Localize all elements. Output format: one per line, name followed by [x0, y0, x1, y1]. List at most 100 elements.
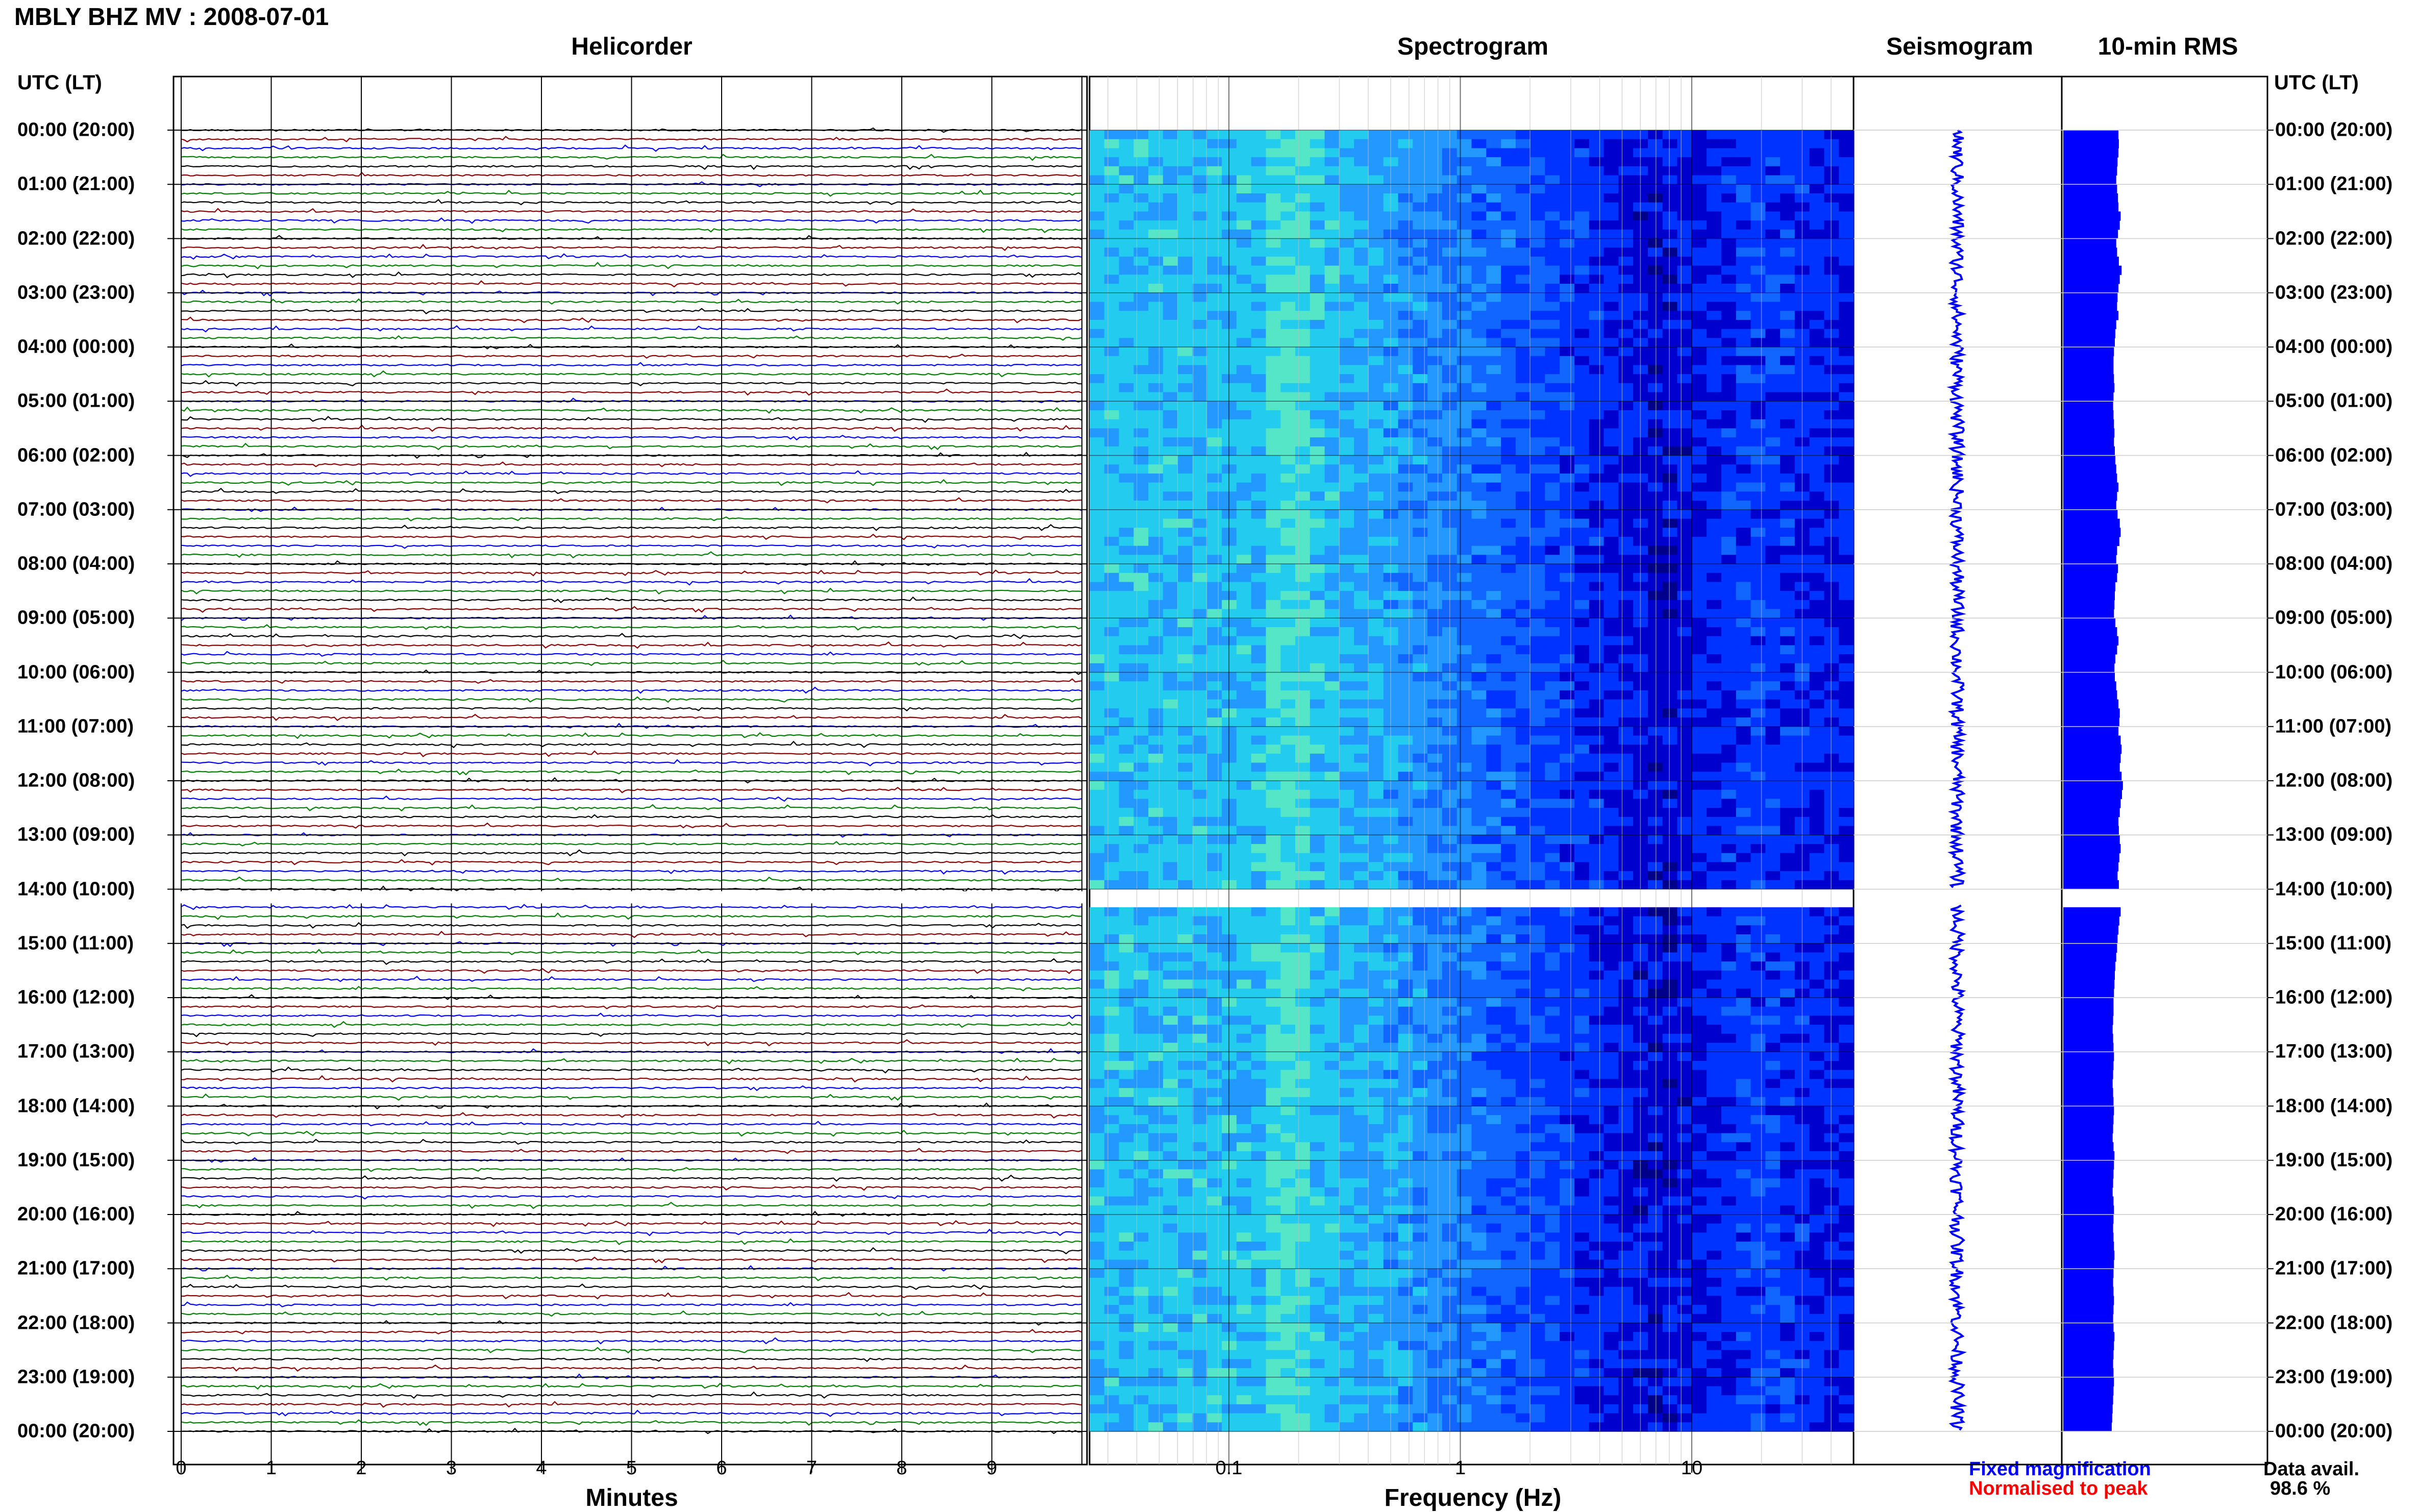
spectrogram-cell [1280, 609, 1296, 618]
spectrogram-cell [1545, 401, 1560, 411]
spectrogram-cell [1266, 816, 1281, 827]
spectrogram-cell [1207, 302, 1222, 311]
spectrogram-cell [1603, 338, 1619, 348]
spectrogram-cell [1471, 582, 1487, 591]
spectrogram-cell [1574, 816, 1590, 827]
spectrogram-cell [1765, 419, 1781, 429]
spectrogram-cell [1839, 130, 1854, 140]
spectrogram-cell [1398, 690, 1413, 700]
spectrogram-cell [1486, 835, 1501, 845]
spectrogram-cell [1119, 835, 1134, 845]
spectrogram-cell [1515, 672, 1531, 682]
spectrogram-cell [1310, 880, 1325, 890]
spectrogram-cell [1339, 907, 1354, 917]
spectrogram-cell [1662, 735, 1678, 745]
spectrogram-cell [1560, 528, 1575, 537]
spectrogram-cell [1119, 862, 1134, 872]
spectrogram-cell [1574, 835, 1590, 845]
spectrogram-cell [1707, 681, 1722, 691]
spectrogram-cell [1295, 319, 1311, 330]
spectrogram-cell [1574, 265, 1590, 275]
spectrogram-cell [1398, 410, 1413, 420]
spectrogram-cell [1104, 311, 1120, 320]
spectrogram-cell [1090, 699, 1105, 709]
spectrogram-cell [1280, 925, 1296, 935]
spectrogram-cell [1736, 455, 1751, 465]
spectrogram-cell [1119, 645, 1134, 655]
spectrogram-cell [1163, 130, 1178, 140]
spectrogram-cell [1471, 473, 1487, 483]
spectrogram-cell [1677, 347, 1692, 357]
spectrogram-cell [1192, 862, 1207, 872]
spectrogram-cell [1251, 428, 1267, 438]
spectrogram-cell [1369, 202, 1384, 212]
spectrogram-cell [1280, 401, 1296, 411]
spectrogram-cell [1721, 816, 1737, 827]
spectrogram-cell [1545, 347, 1560, 357]
spectrogram-cell [1280, 446, 1296, 456]
spectrogram-cell [1354, 808, 1369, 817]
spectrogram-cell [1574, 528, 1590, 537]
spectrogram-cell [1515, 808, 1531, 817]
spectrogram-cell [1809, 925, 1824, 935]
spectrogram-cell [1280, 907, 1296, 917]
spectrogram-cell [1648, 952, 1663, 962]
spectrogram-cell [1574, 907, 1590, 917]
spectrogram-cell [1603, 564, 1619, 574]
spectrogram-cell [1192, 925, 1207, 935]
spectrogram-cell [1574, 853, 1590, 862]
spectrogram-cell [1324, 717, 1340, 727]
spectrogram-cell [1765, 564, 1781, 574]
spectrogram-cell [1119, 292, 1134, 303]
spectrogram-cell [1427, 265, 1443, 275]
spectrogram-cell [1266, 482, 1281, 492]
spectrogram-cell [1839, 853, 1854, 862]
spectrogram-cell [1765, 482, 1781, 492]
spectrogram-cell [1648, 609, 1663, 618]
spectrogram-cell [1824, 690, 1839, 700]
spectrogram-cell [1662, 636, 1678, 646]
spectrogram-cell [1119, 546, 1134, 555]
spectrogram-cell [1310, 238, 1325, 248]
spectrogram-cell [1515, 627, 1531, 637]
spectrogram-cell [1354, 753, 1369, 763]
spectrogram-cell [1765, 284, 1781, 293]
spectrogram-cell [1413, 762, 1428, 772]
spectrogram-cell [1398, 772, 1413, 781]
spectrogram-cell [1780, 148, 1795, 158]
spectrogram-cell [1750, 455, 1766, 465]
spectrogram-cell [1824, 329, 1839, 338]
spectrogram-cell [1354, 247, 1369, 257]
spectrogram-cell [1413, 645, 1428, 655]
spectrogram-cell [1662, 184, 1678, 194]
spectrogram-cell [1530, 745, 1546, 754]
spectrogram-cell [1310, 952, 1325, 962]
spectrogram-cell [1707, 618, 1722, 628]
spectrogram-cell [1251, 275, 1267, 284]
spectrogram-cell [1809, 564, 1824, 574]
spectrogram-cell [1133, 772, 1149, 781]
spectrogram-cell [1750, 446, 1766, 456]
spectrogram-cell [1207, 473, 1222, 483]
spectrogram-cell [1736, 546, 1751, 555]
spectrogram-cell [1545, 762, 1560, 772]
spectrogram-cell [1765, 844, 1781, 854]
spectrogram-cell [1413, 781, 1428, 790]
spectrogram-cell [1736, 482, 1751, 492]
spectrogram-cell [1236, 482, 1252, 492]
spectrogram-cell [1207, 148, 1222, 158]
spectrogram-cell [1662, 645, 1678, 655]
spectrogram-cell [1589, 573, 1605, 582]
spectrogram-cell [1530, 708, 1546, 718]
spectrogram-cell [1413, 292, 1428, 303]
spectrogram-cell [1207, 501, 1222, 510]
spectrogram-cell [1369, 410, 1384, 420]
spectrogram-title: Spectrogram [1397, 33, 1549, 60]
spectrogram-cell [1486, 672, 1501, 682]
spectrogram-cell [1133, 275, 1149, 284]
spectrogram-cell [1354, 961, 1369, 971]
spectrogram-cell [1648, 808, 1663, 817]
spectrogram-cell [1163, 166, 1178, 176]
spectrogram-cell [1090, 528, 1105, 537]
spectrogram-cell [1177, 528, 1193, 537]
